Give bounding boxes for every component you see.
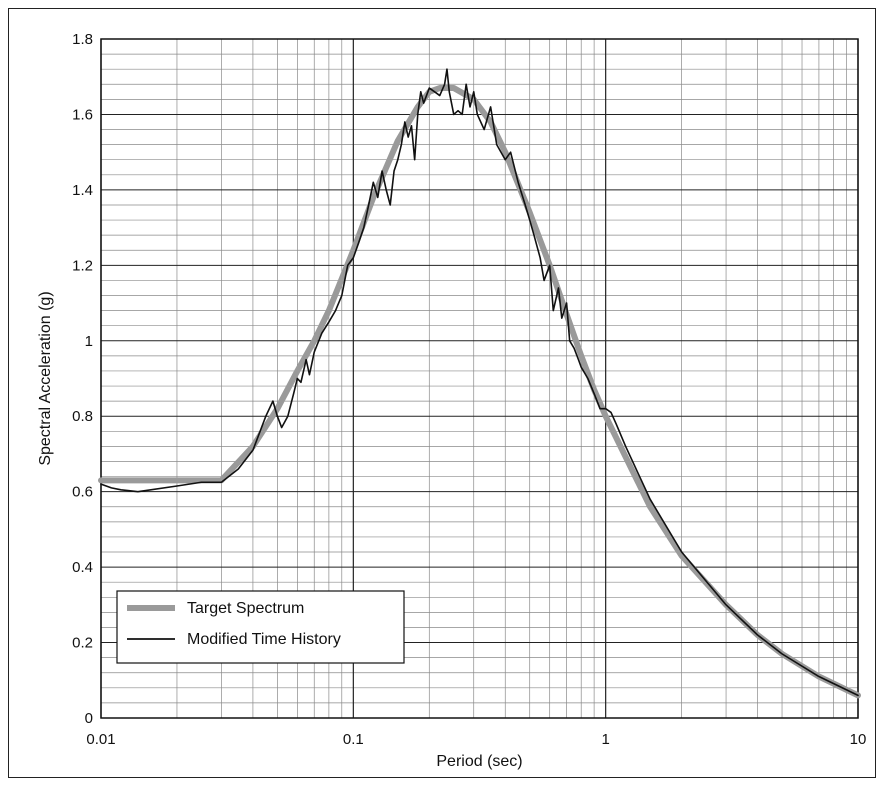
x-tick-label: 0.01: [86, 731, 115, 748]
x-tick-label: 1: [601, 731, 609, 748]
legend: Target Spectrum Modified Time History: [116, 590, 405, 664]
y-tick-labels: 0 0.2 0.4 0.6 0.8 1 1.2 1.4 1.6 1.8: [72, 31, 93, 727]
plot-border: [100, 38, 859, 719]
y-tick-label: 1.2: [72, 257, 93, 274]
series-line-modified-time-history: [100, 68, 859, 697]
y-tick-label: 1.4: [72, 182, 93, 199]
y-axis-title: Spectral Acceleration (g): [37, 291, 54, 465]
y-tick-label: 0: [85, 710, 93, 727]
legend-label-target-spectrum: Target Spectrum: [187, 600, 304, 617]
y-tick-label: 0.2: [72, 635, 93, 652]
legend-label-modified-time-history: Modified Time History: [187, 631, 341, 648]
y-tick-label: 0.4: [72, 559, 93, 576]
y-tick-label: 0.6: [72, 484, 93, 501]
legend-box: [116, 590, 405, 664]
series-layer: [98, 68, 861, 699]
x-tick-labels: 0.01 0.1 1 10: [86, 731, 866, 748]
x-tick-label: 10: [850, 731, 867, 748]
x-axis-title: Period (sec): [436, 753, 522, 770]
y-tick-label: 1.8: [72, 31, 93, 48]
y-tick-label: 1.6: [72, 106, 93, 123]
series-line-target-spectrum: [98, 85, 861, 699]
y-tick-label: 1: [85, 333, 93, 350]
y-tick-label: 0.8: [72, 408, 93, 425]
x-tick-label: 0.1: [343, 731, 364, 748]
minor-grid: [101, 39, 858, 718]
